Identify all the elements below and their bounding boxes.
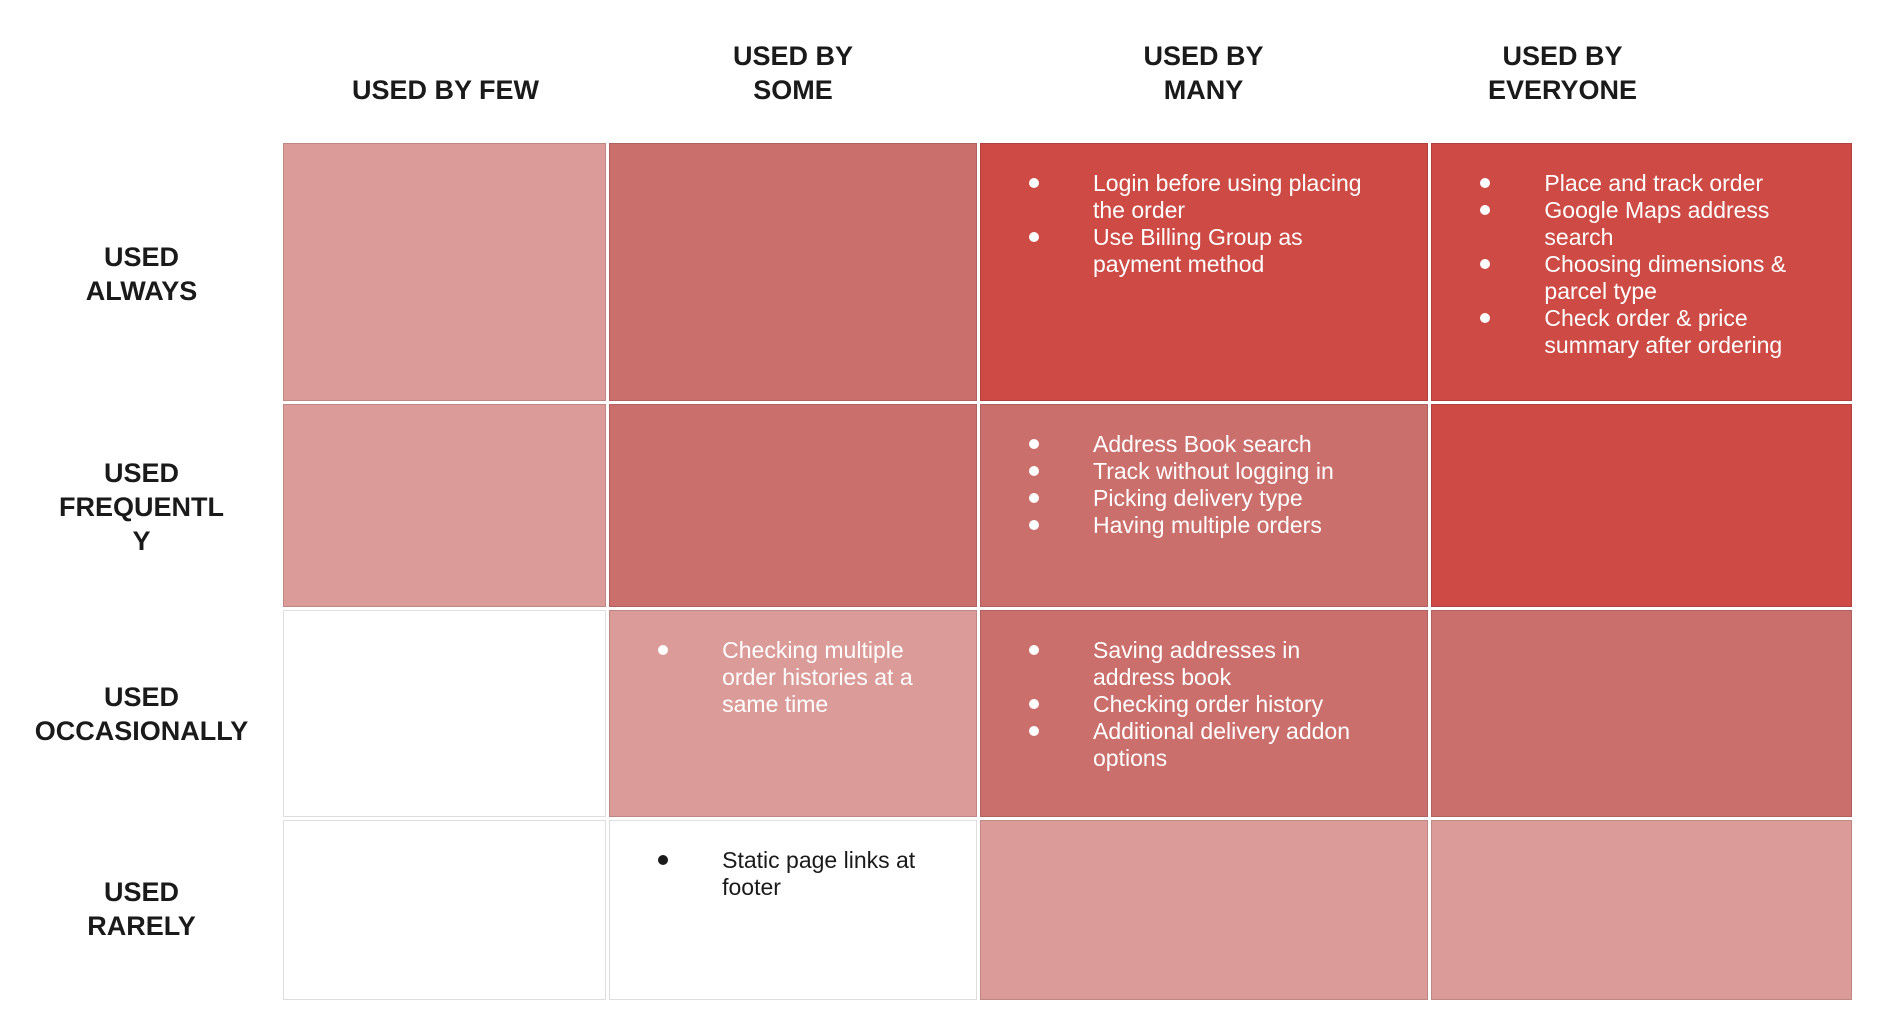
cell-bullet-list: Place and track order Google Maps address… xyxy=(1432,170,1814,359)
column-header-used-by-many: USED BY MANY xyxy=(978,0,1429,143)
bullet-text: Address Book search xyxy=(1093,431,1312,458)
row-labels: USED ALWAYS USED FREQUENTLY USED OCCASIO… xyxy=(0,143,283,1000)
bullet-text: Checking multiple order histories at a s… xyxy=(722,637,913,718)
bullet-item: Saving addresses in address book xyxy=(981,637,1368,691)
matrix-cell xyxy=(980,819,1429,1000)
row-label-text: USED FREQUENTLY xyxy=(59,457,224,556)
bullet-item: Checking order history xyxy=(981,691,1368,718)
bullet-dot-icon xyxy=(1029,178,1039,188)
bullet-dot-icon xyxy=(1480,205,1491,215)
bullet-item: Additional delivery addon options xyxy=(981,718,1368,772)
bullet-dot-icon xyxy=(1029,232,1039,242)
bullet-item: Checking multiple order histories at a s… xyxy=(610,637,947,718)
bullet-dot-icon xyxy=(1029,520,1039,531)
matrix-grid: Login before using placing the order Use … xyxy=(283,143,1852,1000)
column-header-used-by-some: USED BY SOME xyxy=(608,0,978,143)
bullet-dot-icon xyxy=(1029,726,1039,737)
bullet-dot-icon xyxy=(1029,645,1039,656)
column-header-used-by-few: USED BY FEW xyxy=(283,0,608,143)
bullet-item: Place and track order xyxy=(1432,170,1814,197)
matrix-cell: Static page links at footer xyxy=(609,819,977,1000)
bullet-dot-icon xyxy=(1480,313,1491,323)
bullet-dot-icon xyxy=(1029,439,1039,450)
matrix-cell: Saving addresses in address book Checking… xyxy=(980,610,1429,817)
matrix-cell: Checking multiple order histories at a s… xyxy=(609,610,977,817)
bullet-text: Having multiple orders xyxy=(1093,512,1322,539)
bullet-dot-icon xyxy=(1029,466,1039,477)
bullet-dot-icon xyxy=(658,854,669,865)
bullet-text: Track without logging in xyxy=(1093,458,1334,485)
bullet-text: Checking order history xyxy=(1093,691,1324,718)
matrix-cell xyxy=(1431,610,1852,817)
row-label-text: USED ALWAYS xyxy=(85,241,198,306)
bullet-text: Login before using placing the order xyxy=(1093,170,1362,223)
row-label-text: USED RARELY xyxy=(87,877,196,941)
matrix-cell: Place and track order Google Maps address… xyxy=(1431,143,1852,402)
cell-bullet-list: Address Book search Track without logging… xyxy=(981,431,1368,539)
row-label-used-rarely: USED RARELY xyxy=(0,818,283,1000)
matrix-cell: Login before using placing the order Use … xyxy=(980,143,1429,402)
bullet-item: Track without logging in xyxy=(981,458,1368,485)
column-header-label: USED BY FEW xyxy=(351,75,540,105)
row-label-used-occasionally: USED OCCASIONALLY xyxy=(0,609,283,818)
bullet-text: Use Billing Group as payment method xyxy=(1093,224,1303,277)
bullet-item: Address Book search xyxy=(981,431,1368,458)
bullet-text: Static page links at footer xyxy=(722,846,916,900)
column-headers: USED BY FEW USED BY SOME USED BY MANY US… xyxy=(283,0,1852,143)
row-label-text: USED OCCASIONALLY xyxy=(34,681,249,746)
bullet-dot-icon xyxy=(1029,699,1039,710)
matrix-cell xyxy=(283,610,607,817)
bullet-dot-icon xyxy=(1029,493,1039,504)
bullet-text: Google Maps address search xyxy=(1544,197,1770,250)
column-header-label: USED BY MANY xyxy=(1143,41,1264,105)
row-label-used-always: USED ALWAYS xyxy=(0,143,283,404)
bullet-item: Having multiple orders xyxy=(981,512,1368,539)
bullet-text: Check order & price summary after orderi… xyxy=(1544,305,1783,358)
cell-bullet-list: Checking multiple order histories at a s… xyxy=(610,637,947,718)
matrix-cell xyxy=(609,404,977,608)
matrix-cell xyxy=(1431,404,1852,608)
matrix-cell xyxy=(283,819,607,1000)
column-header-label: USED BY SOME xyxy=(732,41,854,105)
cell-bullet-list: Static page links at footer xyxy=(610,847,947,901)
bullet-item: Use Billing Group as payment method xyxy=(981,224,1368,278)
matrix-cell: Address Book search Track without logging… xyxy=(980,404,1429,608)
matrix-cell xyxy=(1431,819,1852,1000)
cell-bullet-list: Saving addresses in address book Checking… xyxy=(981,637,1368,772)
bullet-dot-icon xyxy=(1480,259,1491,269)
bullet-dot-icon xyxy=(658,645,669,656)
bullet-dot-icon xyxy=(1480,178,1491,188)
cell-bullet-list: Login before using placing the order Use … xyxy=(981,170,1368,278)
bullet-text: Saving addresses in address book xyxy=(1093,637,1301,691)
column-header-used-by-everyone: USED BY EVERYONE xyxy=(1429,0,1852,143)
row-label-used-frequently: USED FREQUENTLY xyxy=(0,404,283,609)
bullet-item: Login before using placing the order xyxy=(981,170,1368,224)
bullet-text: Additional delivery addon options xyxy=(1093,718,1351,772)
bullet-text: Choosing dimensions & parcel type xyxy=(1544,251,1787,304)
bullet-item: Picking delivery type xyxy=(981,485,1368,512)
matrix-cell xyxy=(283,143,607,402)
matrix-cell xyxy=(609,143,977,402)
column-header-label: USED BY EVERYONE xyxy=(1487,41,1638,105)
bullet-item: Google Maps address search xyxy=(1432,197,1814,251)
bullet-item: Choosing dimensions & parcel type xyxy=(1432,251,1814,305)
matrix-cell xyxy=(283,404,607,608)
bullet-text: Picking delivery type xyxy=(1093,485,1303,512)
bullet-item: Static page links at footer xyxy=(610,847,947,901)
bullet-item: Check order & price summary after orderi… xyxy=(1432,305,1814,359)
bullet-text: Place and track order xyxy=(1544,170,1764,196)
